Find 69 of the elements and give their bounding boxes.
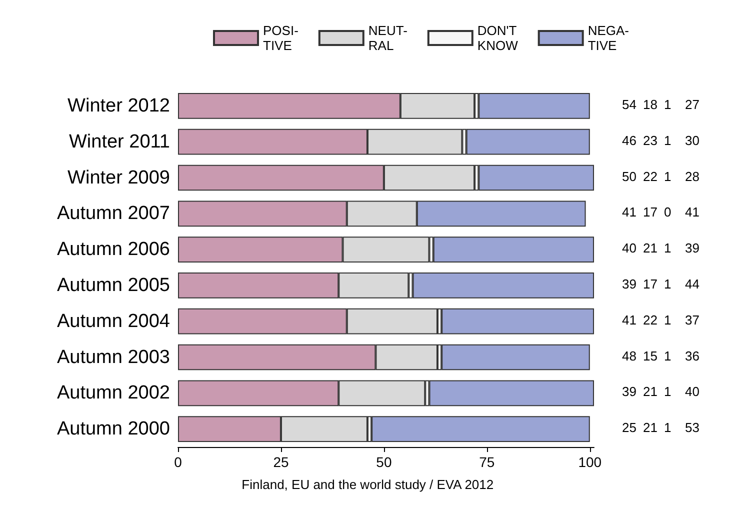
y-tick-label: Winter 2009: [68, 167, 170, 188]
data-label: 40: [622, 240, 636, 256]
y-tick-label: Winter 2012: [68, 95, 170, 116]
data-label: 1: [664, 168, 672, 184]
bar: [478, 93, 590, 119]
data-label: 41: [685, 204, 700, 220]
y-tick-label: Autumn 2002: [56, 382, 170, 404]
data-label: 39: [685, 240, 700, 256]
data-label: 44: [685, 276, 700, 292]
y-tick-label: Winter 2011: [68, 131, 170, 152]
data-label: 17: [643, 204, 658, 220]
bar: [433, 236, 594, 262]
data-label: 23: [643, 132, 658, 148]
data-label: 36: [685, 348, 700, 364]
data-label: 0: [664, 204, 672, 220]
data-label: 15: [643, 348, 658, 364]
x-tick-label: 25: [273, 454, 289, 470]
y-tick-label: Autumn 2003: [56, 346, 170, 368]
y-tick-label: Autumn 2007: [56, 203, 170, 224]
data-label: 1: [664, 384, 672, 400]
x-tick-label: 0: [174, 454, 182, 470]
data-label: 1: [664, 312, 672, 328]
x-tick-label: 50: [376, 454, 392, 470]
data-label: 53: [685, 420, 700, 436]
y-tick-label: Autumn 2005: [56, 274, 170, 296]
data-label: 1: [664, 348, 672, 364]
data-label: 28: [685, 168, 700, 184]
data-label: 54: [622, 96, 636, 112]
data-label: 27: [685, 96, 700, 112]
data-label: 22: [643, 168, 658, 184]
text: Finland, EU and the world study / EVA 2012: [242, 477, 494, 492]
bar: [466, 128, 590, 155]
data-label: 41: [622, 204, 636, 220]
data-label: 39: [622, 276, 636, 292]
bar: [412, 272, 594, 298]
data-label: 48: [622, 348, 636, 364]
bar: [442, 344, 590, 370]
x-tick-label: 75: [479, 454, 495, 470]
data-label: 1: [664, 240, 672, 256]
legend-label: NEUT- RAL: [368, 23, 408, 53]
data-label: 41: [622, 312, 636, 328]
bar: [442, 308, 594, 334]
data-label: 21: [643, 384, 658, 400]
data-label: 18: [643, 96, 658, 112]
y-tick-label: Autumn 2000: [56, 418, 170, 440]
data-label: 21: [643, 420, 658, 436]
x-tick-label: 100: [578, 454, 602, 470]
data-label: 40: [685, 384, 700, 400]
data-label: 22: [643, 312, 658, 328]
bar: [372, 416, 590, 442]
data-label: 21: [643, 240, 658, 256]
bar: [429, 380, 594, 406]
data-label: 1: [664, 132, 672, 148]
data-label: 25: [622, 420, 636, 436]
data-label: 50: [622, 168, 636, 184]
y-tick-label: Autumn 2004: [56, 310, 170, 332]
bar: [478, 164, 594, 191]
data-label: 1: [664, 420, 672, 436]
data-label: 39: [622, 384, 636, 400]
data-label: 37: [685, 312, 700, 328]
legend-label: POSI- TIVE: [263, 23, 298, 53]
legend-label: NEGA- TIVE: [588, 23, 630, 53]
data-label: 1: [664, 96, 672, 112]
data-label: 46: [622, 132, 636, 148]
legend-label: DON'T KNOW: [477, 23, 519, 53]
data-label: 1: [664, 276, 672, 292]
data-label: 17: [643, 276, 658, 292]
data-label: 30: [685, 132, 700, 148]
y-tick-label: Autumn 2006: [56, 239, 170, 260]
